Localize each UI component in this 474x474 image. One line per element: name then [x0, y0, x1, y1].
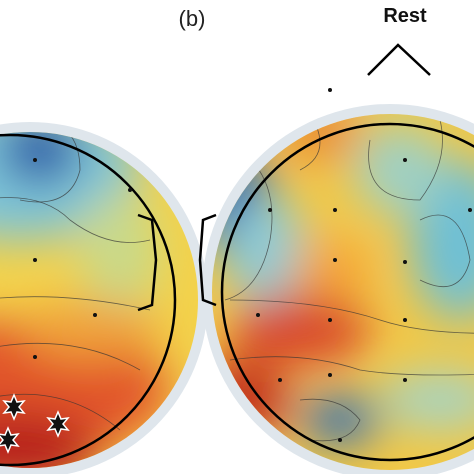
left-topomap [0, 122, 208, 474]
panel-title: Rest [383, 5, 427, 27]
right-topomap [198, 43, 474, 474]
panel-label: (b) [179, 6, 206, 31]
